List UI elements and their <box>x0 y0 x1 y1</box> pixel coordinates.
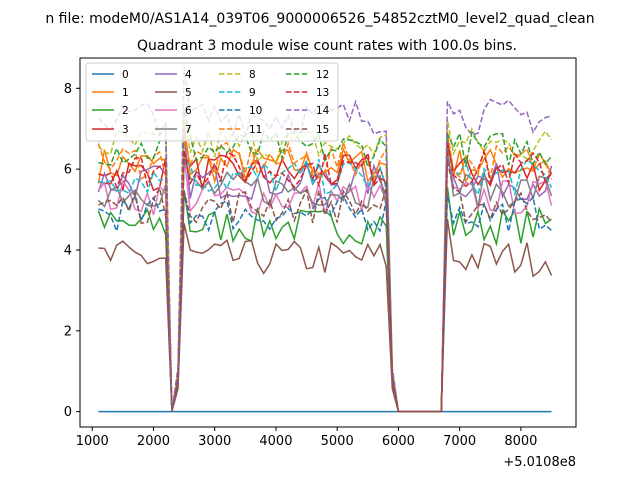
legend-label-13: 13 <box>316 87 329 99</box>
x-tick-label: 5000 <box>321 434 354 449</box>
x-tick-label: 3000 <box>198 434 231 449</box>
series-line-15 <box>98 161 553 413</box>
series-line-10 <box>98 192 552 413</box>
y-tick-label: 2 <box>64 324 72 339</box>
legend-label-3: 3 <box>122 124 129 136</box>
legend-label-7: 7 <box>185 124 192 136</box>
x-tick-label: 2000 <box>137 434 170 449</box>
x-tick-label: 7000 <box>443 434 476 449</box>
legend-label-9: 9 <box>249 87 256 99</box>
y-tick-label: 6 <box>64 163 72 178</box>
legend-label-10: 10 <box>249 105 262 117</box>
x-tick-label: 4000 <box>259 434 292 449</box>
y-tick-label: 8 <box>64 82 72 97</box>
y-tick-label: 0 <box>64 405 72 420</box>
legend-label-11: 11 <box>249 124 262 136</box>
legend-label-1: 1 <box>122 87 129 99</box>
legend-label-14: 14 <box>316 105 330 117</box>
x-tick-label: 6000 <box>382 434 415 449</box>
axes-frame <box>79 57 577 428</box>
legend-label-8: 8 <box>249 69 256 81</box>
chart-suptitle: n file: modeM0/AS1A14_039T06_9000006526_… <box>45 11 594 27</box>
legend-label-12: 12 <box>316 69 329 81</box>
axis-ticks: 1000 2000 3000 4000 5000 6000 7000 8000 0 2 4 6 8 <box>64 82 538 449</box>
y-tick-label: 4 <box>64 243 72 258</box>
legend-label-4: 4 <box>185 69 192 81</box>
legend-label-6: 6 <box>185 105 192 117</box>
legend-label-15: 15 <box>316 124 329 136</box>
legend-label-0: 0 <box>122 69 129 81</box>
legend-box <box>85 62 339 142</box>
legend-label-2: 2 <box>122 105 129 117</box>
x-tick-label: 8000 <box>504 434 537 449</box>
x-tick-label: 1000 <box>76 434 109 449</box>
legend-label-5: 5 <box>185 87 192 99</box>
x-offset-label: +5.0108e8 <box>503 455 576 470</box>
chart-title: Quadrant 3 module wise count rates with … <box>137 38 517 54</box>
plot-area <box>97 67 553 413</box>
